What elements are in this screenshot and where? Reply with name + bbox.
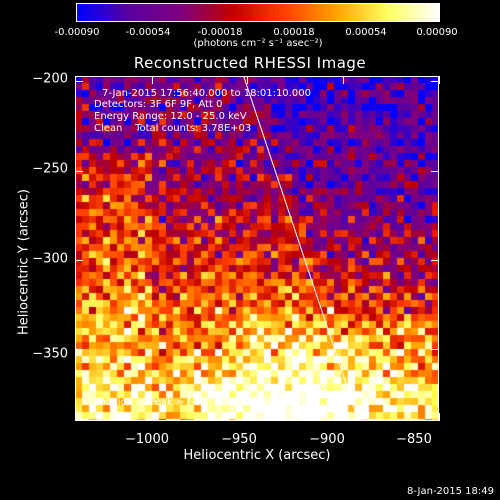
- x-tick-mark: [439, 76, 440, 84]
- x-tick-mark: [247, 413, 249, 421]
- colorbar-tick: -0.00018: [197, 27, 243, 38]
- x-tick-mark: [151, 413, 153, 421]
- y-tick-mark: [431, 260, 439, 262]
- x-tick-mark: [439, 413, 440, 421]
- time-range-text: 7-Jan-2015 17:56:40.000 to 18:01:10.000: [102, 88, 311, 99]
- x-tick-label: −900: [309, 432, 345, 447]
- y-tick-label: −350: [32, 346, 68, 362]
- y-tick-label: −300: [32, 251, 68, 267]
- colorbar-tick: -0.00054: [125, 27, 171, 38]
- plot-title: Reconstructed RHESSI Image: [133, 54, 367, 72]
- energy-range-text: Energy Range: 12.0 - 25.0 keV: [94, 111, 247, 122]
- x-tick-mark: [151, 76, 153, 84]
- colorbar: [76, 3, 440, 22]
- x-tick-mark: [343, 413, 345, 421]
- y-axis-label: Heliocentric Y (arcsec): [16, 189, 32, 335]
- y-tick-label: −250: [32, 161, 68, 177]
- clean-counts-text: Clean Total counts: 3.78E+03: [94, 123, 252, 134]
- x-tick-mark: [247, 76, 249, 84]
- y-tick-label: −200: [32, 71, 68, 87]
- plot-area: [75, 76, 439, 421]
- peak-position-text: Position of Peak = [-927,-384]: [94, 397, 244, 408]
- x-tick-label: −1000: [125, 432, 169, 447]
- colorbar-tick: -0.00090: [54, 27, 100, 38]
- y-tick-mark: [75, 170, 83, 172]
- heatmap-image: [75, 76, 439, 421]
- colorbar-tick: 0.00054: [345, 27, 387, 38]
- x-axis-label: Heliocentric X (arcsec): [183, 448, 331, 463]
- y-tick-mark: [75, 260, 83, 262]
- colorbar-tick: 0.00090: [416, 27, 458, 38]
- detectors-text: Detectors: 3F 6F 9F, Att 0: [94, 99, 223, 110]
- x-tick-label: −850: [396, 432, 432, 447]
- y-tick-mark: [431, 81, 439, 83]
- x-tick-label: −950: [221, 432, 257, 447]
- colorbar-unit-label: (photons cm⁻² s⁻¹ asec⁻²): [193, 38, 323, 49]
- colorbar-tick: 0.00018: [273, 27, 315, 38]
- y-tick-mark: [75, 81, 83, 83]
- x-tick-mark: [343, 76, 345, 84]
- footer-date: 8-Jan-2015 18:49: [407, 486, 494, 497]
- overlay-layer: [243, 76, 360, 421]
- y-tick-mark: [431, 170, 439, 172]
- limb-line: [243, 76, 360, 421]
- y-tick-mark: [431, 349, 439, 351]
- y-tick-mark: [75, 349, 83, 351]
